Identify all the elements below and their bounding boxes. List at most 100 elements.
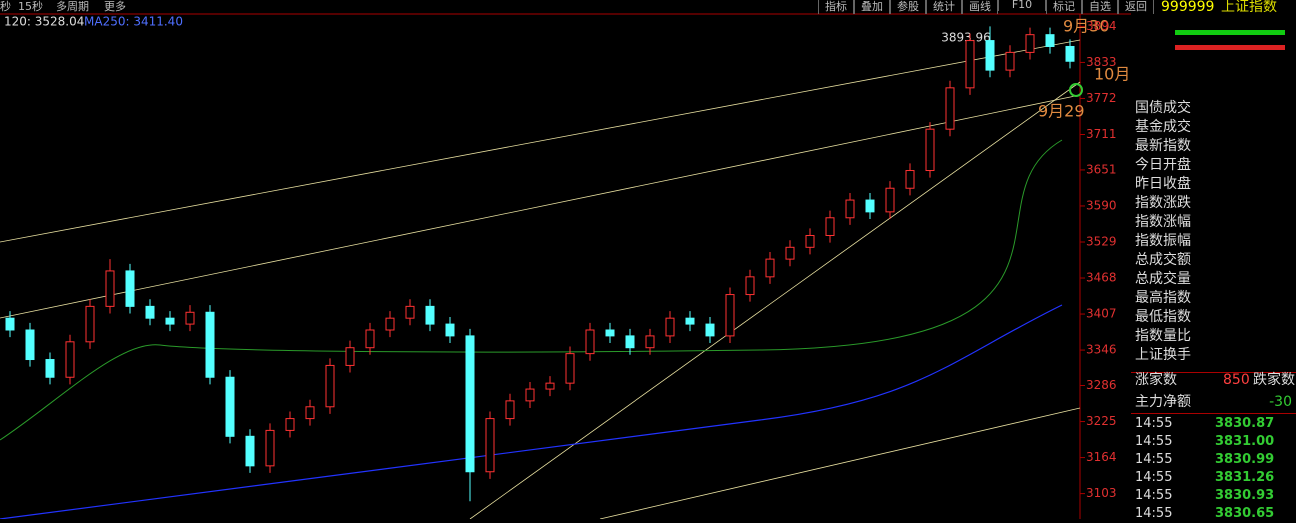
legend-ma120: 120: 3528.04 bbox=[4, 15, 84, 29]
candle-body bbox=[405, 305, 415, 319]
ma-line bbox=[0, 139, 1063, 441]
panel-item: 指数涨跌 bbox=[1135, 195, 1191, 211]
candle-body bbox=[925, 128, 935, 172]
annotation: 9月29 bbox=[1038, 102, 1085, 121]
candle-body bbox=[985, 40, 995, 71]
candle-body bbox=[25, 329, 35, 361]
candle-body bbox=[725, 294, 735, 337]
net-label: 主力净额 bbox=[1135, 394, 1191, 410]
candle-body bbox=[305, 406, 315, 420]
ma-line bbox=[0, 304, 1063, 519]
panel-item: 昨日收盘 bbox=[1135, 176, 1191, 192]
tick-time: 14:55 bbox=[1135, 452, 1173, 467]
toolbar-button[interactable]: 统计 bbox=[926, 0, 962, 14]
candle-body bbox=[585, 329, 595, 355]
candle-body bbox=[465, 335, 475, 473]
trend-line bbox=[0, 94, 1081, 319]
candle-body bbox=[825, 217, 835, 236]
candle-body bbox=[325, 364, 335, 408]
code: 999999 bbox=[1161, 0, 1215, 15]
toolbar-button[interactable]: 自选 bbox=[1082, 0, 1118, 14]
toolbar: 秒 15秒 多周期 更多 指标 叠加 参股 统计 画线 F10 标记 自选 返回 bbox=[0, 0, 1296, 14]
candle-body bbox=[705, 323, 715, 337]
tick-time: 14:55 bbox=[1135, 470, 1173, 485]
candle-body bbox=[1025, 34, 1035, 53]
tick-price: 3831.00 bbox=[1215, 434, 1275, 449]
candle-body bbox=[5, 317, 15, 331]
candle-body bbox=[685, 317, 695, 325]
up-count: 850 bbox=[1223, 372, 1250, 388]
panel-item: 上证换手 bbox=[1135, 347, 1191, 363]
candle-body bbox=[665, 317, 675, 337]
legend-ma250: MA250: 3411.40 bbox=[84, 15, 183, 29]
toolbar-item[interactable]: 15秒 bbox=[18, 0, 43, 13]
candle-body bbox=[425, 305, 435, 325]
tick-price: 3830.87 bbox=[1215, 416, 1275, 431]
candle-body bbox=[645, 335, 655, 349]
candle-body bbox=[605, 329, 615, 337]
panel-item: 总成交量 bbox=[1135, 271, 1191, 287]
candle-body bbox=[1045, 34, 1055, 47]
tick-price: 3830.65 bbox=[1215, 506, 1275, 521]
candle-body bbox=[445, 323, 455, 337]
toolbar-button[interactable]: F10 bbox=[998, 0, 1046, 11]
candle-body bbox=[125, 270, 135, 307]
candle-body bbox=[525, 388, 535, 402]
panel-item: 基金成交 bbox=[1135, 119, 1191, 135]
panel-item: 最新指数 bbox=[1135, 138, 1191, 154]
down-label: 跌家数 bbox=[1253, 372, 1295, 388]
trend-line bbox=[0, 39, 1081, 243]
toolbar-button[interactable]: 标记 bbox=[1046, 0, 1082, 14]
y-tick-label: 3529 bbox=[1086, 234, 1117, 248]
candle-body bbox=[565, 353, 575, 384]
panel-item: 指数振幅 bbox=[1135, 233, 1191, 249]
toolbar-item[interactable]: 多周期 bbox=[56, 0, 89, 13]
y-tick-label: 3772 bbox=[1086, 91, 1117, 105]
tick-price: 3830.99 bbox=[1215, 452, 1275, 467]
y-tick-label: 3103 bbox=[1086, 486, 1117, 500]
candle-body bbox=[45, 359, 55, 378]
panel-item: 国债成交 bbox=[1135, 100, 1191, 116]
tick-time: 14:55 bbox=[1135, 506, 1173, 521]
index-name: 上证指数 bbox=[1221, 0, 1277, 15]
toolbar-button[interactable]: 画线 bbox=[962, 0, 998, 14]
candle-body bbox=[965, 40, 975, 89]
candle-body bbox=[145, 305, 155, 319]
candle-body bbox=[485, 418, 495, 473]
tick-time: 14:55 bbox=[1135, 488, 1173, 503]
candle-body bbox=[545, 382, 555, 390]
toolbar-item[interactable]: 秒 bbox=[0, 0, 11, 13]
y-tick-label: 3346 bbox=[1086, 343, 1117, 357]
annotation: 9月30 bbox=[1063, 17, 1110, 36]
candle-body bbox=[765, 258, 775, 278]
trend-line bbox=[599, 407, 1081, 519]
y-tick-label: 3894 bbox=[1086, 19, 1117, 33]
candle-body bbox=[245, 435, 255, 467]
y-tick-label: 3651 bbox=[1086, 162, 1117, 176]
toolbar-button[interactable]: 指标 bbox=[818, 0, 854, 14]
candle-body bbox=[225, 376, 235, 437]
chart: 120: 3528.04 MA250: 3411.40 3893.96 9月30… bbox=[0, 13, 1131, 519]
candle-body bbox=[205, 311, 215, 378]
toolbar-button[interactable]: 返回 bbox=[1118, 0, 1154, 14]
toolbar-item[interactable]: 更多 bbox=[104, 0, 126, 13]
candle-body bbox=[845, 199, 855, 219]
panel-item: 指数涨幅 bbox=[1135, 214, 1191, 230]
panel-item: 总成交额 bbox=[1135, 252, 1191, 268]
quote-panel: 999999 上证指数 国债成交 基金成交 最新指数 今日开盘 昨日收盘 指数涨跌 指数涨幅… bbox=[1131, 0, 1296, 521]
candle-body bbox=[1065, 45, 1075, 62]
y-tick-label: 3225 bbox=[1086, 414, 1117, 428]
toolbar-button[interactable]: 参股 bbox=[890, 0, 926, 14]
panel-item: 最低指数 bbox=[1135, 309, 1191, 325]
candle-body bbox=[105, 270, 115, 307]
net-value: -30 bbox=[1269, 394, 1292, 410]
candle-body bbox=[505, 400, 515, 420]
y-tick-label: 3164 bbox=[1086, 450, 1117, 464]
candle-body bbox=[65, 341, 75, 378]
candle-body bbox=[365, 329, 375, 349]
trend-line bbox=[469, 81, 1081, 519]
candle-body bbox=[265, 429, 275, 467]
candle-body bbox=[945, 87, 955, 130]
toolbar-button[interactable]: 叠加 bbox=[854, 0, 890, 14]
